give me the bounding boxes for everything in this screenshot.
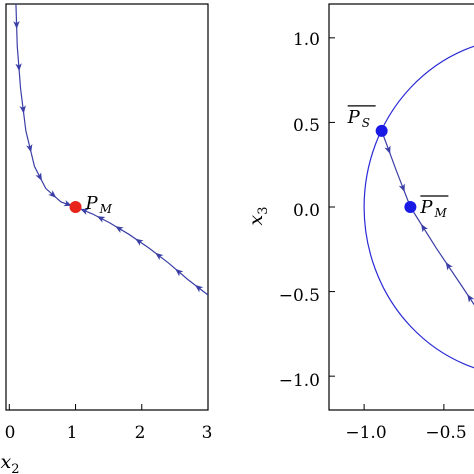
unit-circle-path [363,45,474,369]
unit-circle [363,45,474,369]
left-tick-label-3: 3 [202,423,213,443]
right-fixed-point-P-S [375,124,388,137]
right-trajectory-1 [409,206,474,306]
left-direction-arrow [96,216,106,223]
left-plot-frame [5,3,209,411]
right-plot-frame [328,3,474,411]
right-xtick-label-0: −1.0 [345,423,386,443]
right-direction-arrow [421,223,428,233]
left-x-axis-label: x2 [1,451,20,474]
right-xtick-label-1: −0.5 [425,423,466,443]
right-direction-arrow [384,145,391,155]
left-tick-label-2: 2 [135,423,146,443]
right-phase-portrait: P S P M 1.0 0.5 0.0 −0.5 −1.0 −1.0 −0.5 x3 [245,3,474,443]
left-direction-arrow [80,208,89,215]
left-direction-arrow [155,252,164,261]
left-trajectory-0 [15,3,76,208]
right-y-axis-label: x3 [245,207,271,226]
left-direction-arrow [135,238,144,246]
left-direction-arrow [115,226,124,233]
right-trajectories [381,130,474,306]
left-tick-label-0: 0 [5,423,16,443]
right-fixed-point-P-M [404,201,417,213]
left-axis-ticks [8,404,209,410]
left-direction-arrow [13,21,20,30]
left-direction-arrow [63,200,73,207]
left-direction-arrow [19,105,26,114]
left-trajectories [13,3,209,296]
right-direction-arrow [445,262,453,271]
right-ytick-label-0: 1.0 [293,30,320,50]
left-direction-arrow [35,172,42,181]
right-ytick-label-4: −1.0 [279,371,320,391]
left-trajectory-1 [75,206,209,296]
left-direction-arrow [175,268,184,277]
right-direction-arrow [398,183,405,193]
left-direction-arrow [194,284,204,293]
left-direction-arrow [26,143,33,153]
right-ytick-label-1: 0.5 [293,116,320,136]
right-ytick-label-3: −0.5 [279,286,320,306]
left-direction-arrow [48,190,57,198]
left-fixed-point-P-M [69,201,82,213]
right-axis-ticks [329,37,445,410]
right-trajectory-0 [381,130,411,208]
right-ytick-label-2: 0.0 [293,201,320,221]
left-direction-arrow [15,63,22,72]
left-tick-label-1: 1 [67,423,78,443]
right-direction-arrow [467,294,474,303]
right-fixed-points: P S P M [347,105,449,220]
